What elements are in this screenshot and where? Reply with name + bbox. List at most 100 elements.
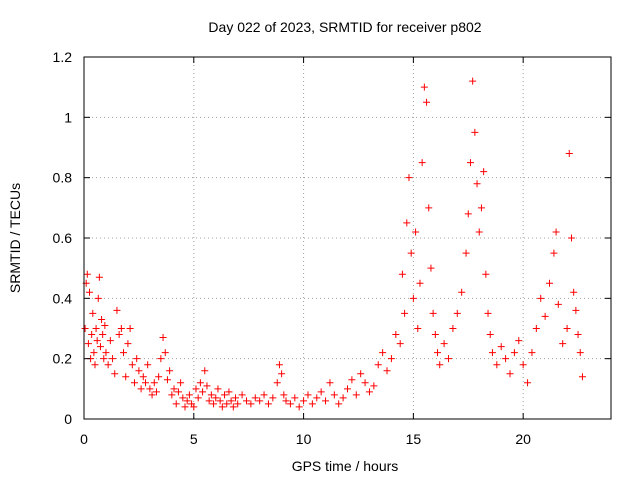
- x-tick-label: 20: [515, 431, 531, 447]
- data-point: [275, 361, 283, 369]
- data-point: [181, 403, 189, 411]
- data-point: [464, 210, 472, 218]
- chart-title: Day 022 of 2023, SRMTID for receiver p80…: [208, 19, 481, 35]
- data-point: [177, 379, 185, 387]
- data-point: [141, 379, 149, 387]
- data-point: [139, 373, 147, 381]
- data-point: [264, 400, 272, 408]
- data-point: [488, 349, 496, 357]
- axis-ticks: [83, 56, 611, 420]
- data-point: [423, 98, 431, 106]
- data-point: [216, 397, 224, 405]
- data-point: [537, 294, 545, 302]
- data-point: [83, 270, 91, 278]
- data-point: [480, 168, 488, 176]
- data-point: [396, 340, 404, 348]
- data-point: [352, 391, 360, 399]
- data-point: [416, 279, 424, 287]
- data-point: [392, 331, 400, 339]
- y-axis-label: SRMTID / TECUs: [7, 183, 23, 293]
- data-point: [379, 349, 387, 357]
- data-point: [407, 249, 415, 257]
- x-tick-label: 0: [80, 431, 88, 447]
- data-point: [214, 385, 222, 393]
- data-point: [541, 312, 549, 320]
- data-point: [552, 228, 560, 236]
- data-point: [339, 394, 347, 402]
- data-point: [291, 394, 299, 402]
- data-point: [111, 370, 119, 378]
- data-point: [174, 388, 182, 396]
- data-point: [172, 400, 180, 408]
- data-point: [124, 340, 132, 348]
- data-point: [238, 391, 246, 399]
- data-point: [493, 361, 501, 369]
- data-point: [98, 315, 106, 323]
- data-point: [374, 361, 382, 369]
- data-point: [137, 385, 145, 393]
- x-tick-label: 10: [296, 431, 312, 447]
- data-point: [163, 376, 171, 384]
- data-point: [131, 379, 139, 387]
- data-point: [335, 400, 343, 408]
- data-point: [148, 391, 156, 399]
- data-point: [574, 331, 582, 339]
- data-point: [554, 300, 562, 308]
- data-point: [532, 325, 540, 332]
- data-point: [434, 349, 442, 357]
- data-point: [502, 355, 510, 363]
- data-point: [412, 228, 420, 236]
- data-point: [218, 403, 226, 411]
- data-point: [445, 355, 453, 363]
- data-point: [234, 400, 242, 408]
- data-point: [365, 388, 373, 396]
- data-point: [91, 361, 99, 369]
- data-point: [135, 367, 143, 375]
- data-point: [510, 349, 518, 357]
- data-point: [251, 394, 259, 402]
- y-tick-label: 0: [64, 411, 72, 427]
- data-point: [431, 331, 439, 339]
- data-point: [546, 279, 554, 287]
- data-point: [133, 355, 141, 363]
- data-point: [420, 83, 428, 91]
- data-point: [330, 391, 338, 399]
- data-point: [409, 294, 417, 302]
- data-point: [146, 385, 154, 393]
- data-point: [223, 400, 231, 408]
- data-points: [81, 77, 586, 411]
- data-point: [563, 325, 571, 332]
- data-point: [88, 331, 96, 339]
- data-point: [515, 337, 523, 345]
- data-point: [157, 355, 165, 363]
- data-point: [122, 373, 130, 381]
- data-point: [203, 382, 211, 390]
- data-point: [96, 343, 104, 351]
- data-point: [418, 159, 426, 167]
- data-point: [260, 391, 268, 399]
- data-point: [159, 334, 167, 342]
- data-point: [576, 349, 584, 357]
- data-point: [85, 288, 93, 296]
- data-point: [357, 370, 365, 378]
- data-point: [190, 403, 198, 411]
- data-point: [106, 337, 114, 345]
- data-point: [453, 309, 461, 317]
- data-point: [185, 391, 193, 399]
- data-point: [578, 373, 586, 381]
- data-point: [242, 397, 250, 405]
- plot-frame: [83, 56, 612, 420]
- data-point: [506, 370, 514, 378]
- data-point: [94, 294, 102, 302]
- data-point: [427, 264, 435, 272]
- data-point: [183, 397, 191, 405]
- data-point: [247, 400, 255, 408]
- data-point: [120, 349, 128, 357]
- data-point: [528, 349, 536, 357]
- data-point: [326, 379, 334, 387]
- data-point: [99, 331, 107, 339]
- data-point: [387, 355, 395, 363]
- data-point: [232, 394, 240, 402]
- data-point: [477, 204, 485, 212]
- data-point: [256, 397, 264, 405]
